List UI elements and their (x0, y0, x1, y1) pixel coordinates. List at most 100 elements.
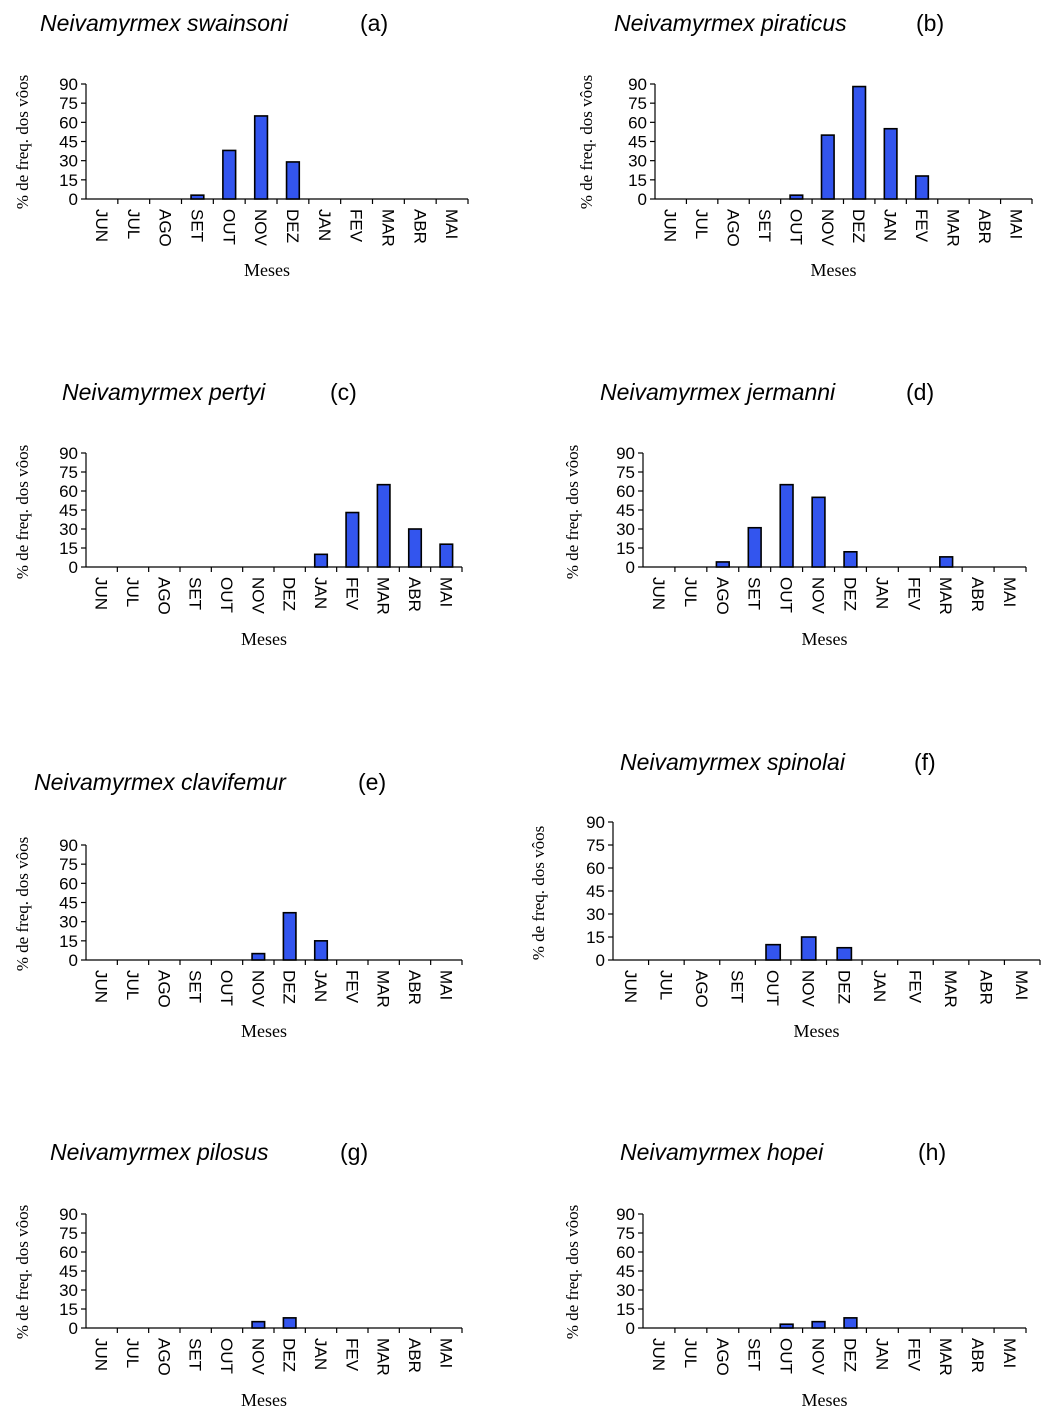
x-tick-label: MAI (436, 1338, 455, 1368)
x-tick-label: JUL (123, 970, 142, 1000)
x-tick-label: OUT (217, 970, 236, 1006)
y-tick-label: 75 (628, 94, 647, 113)
panel-title: Neivamyrmex spinolai (620, 749, 846, 775)
panel-label: (h) (918, 1139, 946, 1165)
x-tick-label: DEZ (280, 970, 299, 1004)
y-tick-label: 15 (628, 171, 647, 190)
x-tick-label: JUN (649, 577, 668, 610)
bar-jan (883, 127, 898, 200)
y-tick-label: 30 (616, 1281, 635, 1300)
x-tick-label: FEV (904, 577, 923, 611)
x-tick-label: MAR (941, 970, 960, 1008)
bar-set (747, 526, 762, 568)
x-tick-label: JUN (92, 1338, 111, 1371)
y-tick-label: 75 (59, 463, 78, 482)
y-tick-label: 90 (59, 444, 78, 463)
y-tick-label: 15 (59, 539, 78, 558)
chart-panel-f: Neivamyrmex spinolai (f) 0 15 30 45 60 75 90 % de… (529, 749, 1041, 1041)
x-tick-label: OUT (763, 970, 782, 1006)
x-tick-label: ABR (405, 1338, 424, 1373)
x-tick-label: OUT (219, 209, 238, 245)
panel-title: Neivamyrmex clavifemur (34, 769, 287, 795)
x-axis-label: Meses (794, 1021, 840, 1041)
y-tick-label: 45 (59, 501, 78, 520)
x-tick-label: DEZ (280, 577, 299, 611)
bar-dez (852, 85, 867, 200)
y-tick-label: 30 (59, 152, 78, 171)
y-tick-label: 90 (59, 1205, 78, 1224)
bar-nov (800, 936, 817, 961)
x-tick-label: JUL (656, 970, 675, 1000)
x-tick-label: NOV (818, 209, 837, 247)
y-tick-label: 60 (59, 1243, 78, 1262)
bar-dez (285, 161, 301, 200)
x-tick-label: FEV (912, 209, 931, 243)
y-tick-label: 0 (626, 558, 635, 577)
x-tick-label: JAN (881, 209, 900, 241)
x-tick-label: MAR (936, 1338, 955, 1376)
panel-label: (a) (360, 10, 388, 36)
x-tick-label: MAR (374, 1338, 393, 1376)
x-tick-label: FEV (342, 577, 361, 611)
y-tick-label: 30 (59, 1281, 78, 1300)
bar-nov (251, 952, 266, 961)
y-tick-label: 0 (69, 558, 78, 577)
y-tick-label: 60 (59, 482, 78, 501)
y-axis-label: % de freq. dos vôos (563, 1205, 582, 1340)
x-tick-label: ABR (977, 970, 996, 1005)
y-tick-label: 15 (59, 171, 78, 190)
y-tick-label: 60 (616, 1243, 635, 1262)
x-tick-label: JUL (681, 577, 700, 607)
y-tick-label: 75 (59, 855, 78, 874)
x-tick-label: JAN (872, 577, 891, 609)
bar-ago (715, 561, 730, 568)
bar-nov (820, 134, 835, 200)
y-tick-label: 75 (616, 463, 635, 482)
bar-nov (251, 1320, 266, 1329)
x-tick-label: OUT (786, 209, 805, 245)
x-tick-label: NOV (248, 970, 267, 1008)
y-tick-label: 45 (616, 501, 635, 520)
y-tick-label: 15 (59, 1300, 78, 1319)
y-axis-label: % de freq. dos vôos (529, 826, 548, 961)
bar-fev (345, 511, 360, 568)
x-axis-label: Meses (802, 629, 848, 649)
x-tick-label: MAR (378, 209, 397, 247)
x-tick-label: AGO (154, 970, 173, 1008)
bar-mai (439, 543, 454, 568)
y-tick-label: 0 (638, 190, 647, 209)
x-tick-label: AGO (692, 970, 711, 1008)
y-tick-label: 90 (59, 75, 78, 94)
bar-dez (282, 1317, 297, 1329)
panel-title: Neivamyrmex jermanni (600, 379, 836, 405)
panel-title: Neivamyrmex pertyi (62, 379, 266, 405)
x-tick-label: JAN (870, 970, 889, 1002)
panel-title: Neivamyrmex hopei (620, 1139, 824, 1165)
panel-title: Neivamyrmex pilosus (50, 1139, 269, 1165)
x-tick-label: ABR (405, 970, 424, 1005)
x-tick-label: ABR (405, 577, 424, 612)
x-tick-label: AGO (154, 1338, 173, 1376)
x-tick-label: JAN (311, 970, 330, 1002)
x-tick-label: SET (745, 1338, 764, 1371)
x-tick-label: MAR (374, 970, 393, 1008)
y-axis-label: % de freq. dos vôos (563, 445, 582, 580)
y-tick-label: 90 (616, 1205, 635, 1224)
x-tick-label: SET (186, 970, 205, 1003)
bar-nov (253, 115, 269, 200)
panel-label: (c) (330, 379, 357, 405)
y-axis-label: % de freq. dos vôos (13, 1205, 32, 1340)
y-tick-label: 90 (586, 813, 605, 832)
y-axis-label: % de freq. dos vôos (13, 445, 32, 580)
x-axis-label: Meses (241, 1390, 287, 1410)
y-tick-label: 30 (59, 913, 78, 932)
y-tick-label: 60 (616, 482, 635, 501)
x-tick-label: NOV (248, 577, 267, 615)
x-tick-label: MAI (1012, 970, 1031, 1000)
y-tick-label: 45 (628, 133, 647, 152)
